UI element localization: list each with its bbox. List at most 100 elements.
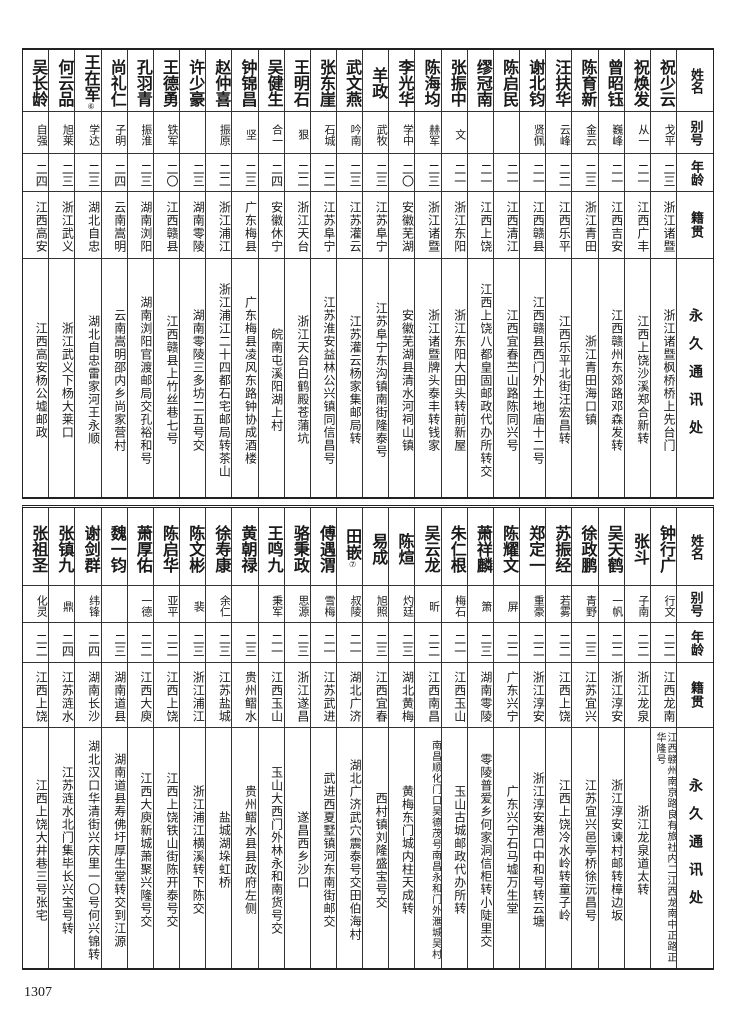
age-text: 二一 <box>635 162 650 187</box>
native-text: 江西上饶 <box>557 671 572 723</box>
age-text: 二四 <box>86 632 101 657</box>
person-column: 何云品 旭莱 二三 浙江武义 浙江武义下杨大莱口 <box>48 50 75 497</box>
age-text: 二三 <box>374 162 389 187</box>
roster-table-top: 姓名 别号 年龄 籍贯 永久通讯处 祝少云 戈平 二三 浙江诸暨 浙江诸暨枫桥桥上先台门 祝焕发 从一… <box>22 48 714 499</box>
age-cell: 二一 <box>493 154 520 192</box>
alias-cell: 吟南 <box>336 112 363 154</box>
header-age: 年龄 <box>677 623 713 663</box>
native-place-cell: 江西上饶 <box>153 663 180 728</box>
alias-text: 学达 <box>87 123 101 146</box>
age-text: 二二 <box>165 632 180 657</box>
name-text: 易成 <box>369 532 389 565</box>
person-column: 傅遇渭 雪梅 二一 江苏武进 武进西夏墅镇河东南街邮交 <box>309 508 336 968</box>
alias-text: 一德 <box>139 595 153 617</box>
address-text: 江西高安杨公墟邮政 <box>34 321 49 439</box>
alias-text: 一帆 <box>610 595 624 617</box>
age-text: 二三 <box>295 632 310 657</box>
alias-cell <box>493 112 520 154</box>
native-text: 浙江淳安 <box>531 671 546 723</box>
age-text: 二三 <box>191 632 206 657</box>
native-text: 浙江东阳 <box>452 201 467 253</box>
address-cell: 江苏淮安益林公兴镇同信昌号 <box>311 259 336 497</box>
person-column: 陈耀文屏二二 广东兴宁 广东兴宁石马墟万生堂 <box>492 508 520 968</box>
person-column: 张祖圣 化灵 二二 江西上饶 江西上饶大井巷三号张宅 <box>23 508 49 968</box>
age-text: 二三 <box>426 162 441 187</box>
age-text: 二一 <box>478 162 493 187</box>
name-text: 王德勇 <box>160 58 180 107</box>
name-text: 陈耀文 <box>500 524 520 573</box>
person-column: 黄朝禄 二三 贵州鳛水 贵州鳛水县县政府左侧 <box>231 508 258 968</box>
name-text: 苏振经 <box>552 524 572 573</box>
alias-text: 余仁 <box>218 595 232 617</box>
address-text: 江西上饶冷水岭转童子岭 <box>557 778 572 922</box>
address-text: 江苏淮安益林公兴镇同信昌号 <box>321 295 336 465</box>
age-cell: 二三 <box>363 623 389 663</box>
alias-text: 鼎 <box>61 600 75 612</box>
alias-cell: 雪梅 <box>310 586 336 623</box>
native-place-cell: 江西广丰 <box>624 192 650 259</box>
alias-text: 化灵 <box>35 595 49 617</box>
name-text: 武文燕 <box>343 58 363 107</box>
address-cell: 广东梅县凌风东路钟协成酒楼 <box>232 259 258 497</box>
age-text: 二三 <box>60 162 75 187</box>
native-text: 江苏涟水 <box>60 671 75 723</box>
native-text: 安徽休宁 <box>269 201 284 253</box>
age-text: 二二 <box>217 162 232 187</box>
name-text: 陈文彬 <box>186 524 206 573</box>
name-text: 王在军 <box>81 54 101 102</box>
name-cell: 武文燕 <box>336 50 363 112</box>
name-cell: 朱仁根 <box>441 508 467 586</box>
person-column: 王德勇 铁军 二〇 江西赣县 江西赣县上竹丝巷七号 <box>152 50 180 497</box>
alias-text: 子明 <box>113 123 127 146</box>
native-place-cell: 湖北黄梅 <box>389 663 415 728</box>
native-place-cell: 江西上饶 <box>23 663 49 728</box>
address-cell: 遂昌西乡沙口 <box>285 728 310 968</box>
address-cell: 皖南屯溪阳湖上村 <box>259 259 284 497</box>
native-place-cell: 江西玉山 <box>441 663 467 728</box>
address-cell: 江西赣州南京路良有旅社内二江西龙南中正路正华隆号 <box>651 728 676 968</box>
footnote-marker: ⑦ <box>348 560 358 569</box>
address-text: 浙江淳安港口中和号转云塘 <box>531 772 546 928</box>
alias-text: 若雾 <box>558 595 572 617</box>
age-cell: 二二 <box>284 154 310 192</box>
alias-cell <box>467 112 493 154</box>
name-cell: 陈耀文 <box>493 508 520 586</box>
alias-cell: 化灵 <box>23 586 49 623</box>
name-cell: 魏一钧 <box>101 508 127 586</box>
person-column: 吴云龙昕二二 江西南昌 南昌顺化门口吴德茂号南昌永和门外滙城吴村 <box>414 508 441 968</box>
age-cell: 二三 <box>650 154 676 192</box>
address-text: 江西宜春苎山路陈同兴号 <box>505 308 520 452</box>
alias-text: 纬锋 <box>87 595 101 617</box>
address-text: 云南嵩明邵内乡尚家营村 <box>112 308 127 452</box>
address-cell: 黄梅东门城内柱天成转 <box>389 728 414 968</box>
address-text: 遂昌西乡沙口 <box>295 811 310 889</box>
native-place-cell: 云南嵩明 <box>101 192 127 259</box>
address-cell: 江苏宜兴邑亭桥徐沅昌号 <box>572 728 598 968</box>
alias-cell: 学中 <box>389 112 415 154</box>
name-text: 曾昭钰 <box>604 58 624 107</box>
name-text: 陈启华 <box>160 524 180 573</box>
age-text: 二一 <box>452 632 467 657</box>
alias-text: 铁军 <box>166 123 180 146</box>
native-text: 云南嵩明 <box>112 201 127 253</box>
name-text: 傅遇渭 <box>316 524 336 573</box>
age-cell: 二〇 <box>153 154 180 192</box>
alias-text: 雪梅 <box>322 595 336 617</box>
native-text: 浙江浦江 <box>217 201 232 253</box>
name-cell: 祝焕发 <box>624 50 650 112</box>
native-place-cell: 湖南零陵 <box>467 663 493 728</box>
address-text: 湖北汉口华清街兴庆里一〇号何兴锦转 <box>86 739 101 961</box>
name-cell: 张斗 <box>624 508 650 586</box>
page-number: 1307 <box>24 985 52 1000</box>
alias-cell: 思源 <box>284 586 310 623</box>
age-cell: 二三 <box>232 154 258 192</box>
age-cell: 二〇 <box>389 154 415 192</box>
name-text: 徐政鹏 <box>578 524 598 573</box>
alias-text: 巍峰 <box>610 123 624 146</box>
name-cell: 吴云龙 <box>415 508 441 586</box>
alias-text: 秉军 <box>270 595 284 617</box>
age-cell: 二二 <box>310 154 336 192</box>
alias-cell: 子明 <box>101 112 127 154</box>
header-column: 姓名 别号 年龄 籍贯 永久通讯处 <box>676 508 713 968</box>
address-text: 江西赣县西门外土地庙十二号 <box>531 295 546 465</box>
